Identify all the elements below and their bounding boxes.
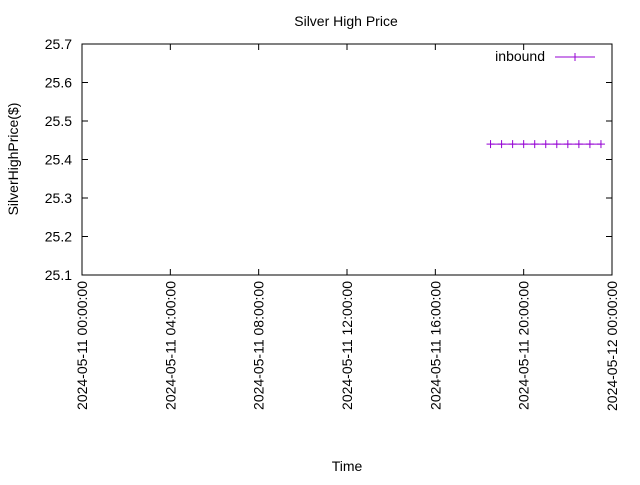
y-tick-label: 25.5 — [45, 113, 72, 129]
chart-title: Silver High Price — [294, 13, 398, 29]
data-point — [574, 140, 583, 149]
y-tick-label: 25.7 — [45, 36, 72, 52]
x-tick-label: 2024-05-11 16:00:00 — [427, 281, 443, 410]
y-tick-label: 25.3 — [45, 190, 72, 206]
x-tick-label: 2024-05-11 04:00:00 — [162, 281, 178, 410]
x-tick-label: 2024-05-11 20:00:00 — [516, 281, 532, 410]
y-tick-label: 25.2 — [45, 229, 72, 245]
data-point — [519, 140, 528, 149]
x-tick-label: 2024-05-11 12:00:00 — [339, 281, 355, 410]
data-point — [585, 140, 594, 149]
legend-marker — [571, 53, 579, 61]
data-point — [541, 140, 550, 149]
data-point — [563, 140, 572, 149]
data-point — [508, 140, 517, 149]
data-point — [530, 140, 539, 149]
data-point — [497, 140, 506, 149]
x-axis-label: Time — [332, 458, 363, 474]
series-layer — [486, 140, 605, 149]
x-tick-label: 2024-05-12 00:00:00 — [604, 281, 620, 411]
data-point — [486, 140, 495, 149]
y-ticks: 25.1 25.2 25.3 25.4 25.5 25.6 25.7 — [45, 36, 612, 283]
data-point — [552, 140, 561, 149]
y-axis-label: SilverHighPrice($) — [5, 103, 21, 216]
x-ticks: 2024-05-11 00:00:00 2024-05-11 04:00:00 20… — [74, 44, 620, 411]
data-point — [596, 140, 605, 149]
legend-label: inbound — [495, 48, 545, 64]
plot-frame — [81, 43, 613, 276]
y-tick-label: 25.4 — [45, 152, 72, 168]
y-tick-label: 25.1 — [45, 267, 72, 283]
y-tick-label: 25.6 — [45, 75, 72, 91]
legend: inbound — [495, 48, 595, 64]
x-tick-label: 2024-05-11 08:00:00 — [251, 281, 267, 410]
x-tick-label: 2024-05-11 00:00:00 — [74, 281, 90, 410]
